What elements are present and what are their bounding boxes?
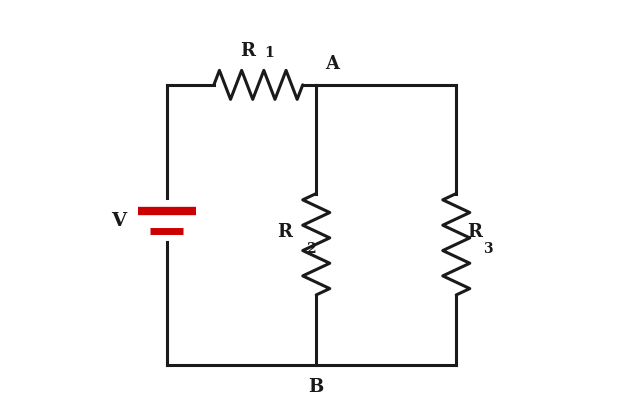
Text: 2: 2 — [306, 242, 315, 256]
Text: R: R — [467, 223, 482, 241]
Text: R: R — [277, 223, 292, 241]
Text: 1: 1 — [264, 46, 274, 60]
Text: R: R — [240, 42, 255, 60]
Text: A: A — [325, 55, 339, 73]
Text: B: B — [308, 379, 324, 396]
Text: 3: 3 — [483, 242, 493, 256]
Text: V: V — [111, 212, 126, 230]
